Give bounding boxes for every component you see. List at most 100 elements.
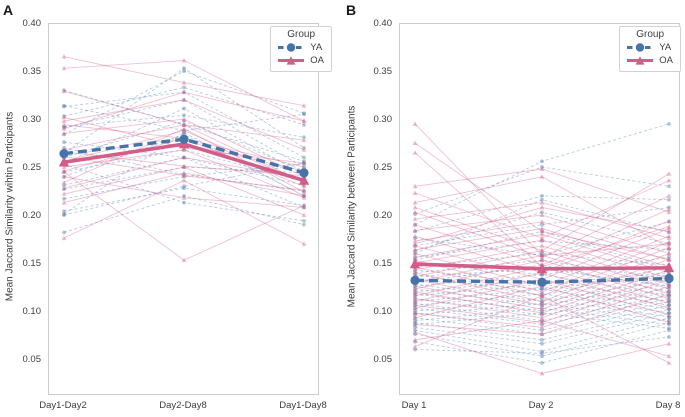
participant-marker-ya — [540, 165, 544, 169]
participant-line-oa — [414, 250, 670, 290]
participant-line-oa — [63, 130, 305, 183]
x-tick-label: Day 2 — [528, 400, 554, 411]
participant-line-ya — [414, 253, 670, 268]
participant-marker-ya — [413, 311, 417, 315]
participant-marker-oa — [61, 114, 67, 120]
participant-marker-ya — [413, 236, 417, 241]
legend-items: YA OA — [278, 41, 324, 67]
participant-marker-ya — [540, 239, 544, 243]
participant-marker-oa — [412, 310, 418, 315]
y-tick-label: 0.40 — [22, 18, 42, 29]
participant-line-ya — [414, 298, 670, 318]
participant-marker-ya — [540, 197, 544, 202]
participant-marker-ya — [182, 113, 186, 118]
participant-marker-ya — [667, 303, 671, 308]
participant-marker-oa — [412, 254, 418, 260]
participant-marker-oa — [181, 173, 187, 178]
participant-marker-ya — [540, 354, 544, 359]
participant-marker-oa — [666, 206, 672, 212]
participant-marker-oa — [61, 54, 67, 59]
participant-marker-oa — [412, 293, 418, 298]
participant-marker-ya — [540, 322, 544, 327]
participant-line-oa — [414, 278, 670, 324]
legend-title: Group — [287, 29, 316, 40]
participant-marker-oa — [301, 202, 307, 208]
participant-marker-ya — [182, 172, 186, 177]
mean-marker-ya — [299, 168, 309, 178]
participant-line-oa — [63, 149, 305, 199]
participant-marker-oa — [666, 286, 672, 291]
participant-marker-oa — [539, 235, 545, 241]
participant-marker-ya — [62, 124, 66, 129]
participant-line-oa — [414, 142, 670, 260]
participant-marker-ya — [667, 307, 671, 312]
participant-marker-oa — [539, 315, 545, 320]
participant-marker-ya — [413, 347, 417, 352]
participant-marker-ya — [667, 289, 671, 294]
participant-marker-ya — [302, 193, 306, 198]
participant-marker-oa — [539, 219, 545, 224]
participant-marker-ya — [667, 320, 671, 325]
panel-a: A Mean Jaccard Similarity wihtin Partici… — [0, 0, 342, 417]
participant-line-ya — [63, 149, 305, 182]
participant-marker-ya — [540, 272, 544, 277]
participant-marker-ya — [182, 147, 186, 152]
participant-marker-ya — [667, 293, 671, 298]
participant-marker-ya — [413, 248, 417, 253]
participant-marker-ya — [413, 272, 417, 277]
participant-marker-oa — [61, 174, 67, 179]
participant-line-oa — [414, 168, 670, 213]
participant-marker-oa — [539, 310, 545, 315]
legend-title: Group — [636, 29, 665, 40]
participant-marker-ya — [302, 218, 306, 223]
participant-line-ya — [414, 256, 670, 276]
participant-marker-ya — [182, 130, 186, 135]
panel-b: B Mean Jaccard Similarity between Partic… — [343, 0, 685, 417]
participant-marker-ya — [540, 291, 544, 296]
participant-marker-ya — [413, 313, 417, 317]
participant-line-oa — [63, 176, 305, 208]
participant-marker-ya — [540, 287, 544, 291]
participant-marker-ya — [413, 299, 417, 304]
participant-marker-ya — [667, 121, 671, 126]
panel-a-chart-canvas — [58, 54, 310, 263]
participant-marker-ya — [667, 289, 671, 294]
participant-marker-oa — [539, 293, 545, 298]
participant-marker-ya — [62, 104, 66, 109]
participant-marker-ya — [540, 159, 544, 164]
participant-line-oa — [414, 295, 670, 364]
participant-line-oa — [63, 90, 305, 141]
participant-marker-ya — [667, 311, 671, 315]
participant-marker-ya — [182, 128, 186, 133]
participant-marker-ya — [540, 296, 544, 301]
participant-marker-oa — [412, 344, 418, 349]
participant-marker-ya — [413, 339, 417, 344]
legend-item-ya: YA — [627, 41, 673, 54]
y-tick-label: 0.30 — [22, 114, 42, 125]
participant-line-ya — [63, 108, 305, 176]
participant-marker-ya — [302, 159, 306, 164]
participant-marker-oa — [539, 243, 545, 248]
panel-b-legend: Group YA OA — [619, 26, 681, 72]
participant-marker-oa — [539, 252, 545, 258]
y-tick-label: 0.25 — [22, 162, 42, 173]
participant-marker-oa — [412, 315, 418, 320]
participant-marker-ya — [413, 270, 417, 275]
participant-marker-oa — [666, 225, 672, 231]
legend-item-label: OA — [659, 55, 673, 66]
participant-marker-ya — [667, 311, 671, 315]
participant-marker-oa — [61, 122, 67, 127]
participant-marker-oa — [181, 57, 187, 63]
participant-marker-oa — [301, 193, 307, 198]
participant-marker-oa — [539, 302, 545, 308]
participant-marker-ya — [667, 303, 671, 308]
participant-marker-ya — [413, 296, 417, 301]
participant-marker-ya — [667, 219, 671, 224]
participant-marker-ya — [413, 251, 417, 256]
participant-marker-oa — [181, 164, 187, 170]
participant-marker-oa — [539, 248, 545, 253]
y-tick-label: 0.05 — [373, 354, 393, 365]
mean-marker-oa — [409, 258, 421, 269]
mean-marker-ya — [537, 277, 547, 287]
participant-marker-oa — [539, 204, 545, 210]
